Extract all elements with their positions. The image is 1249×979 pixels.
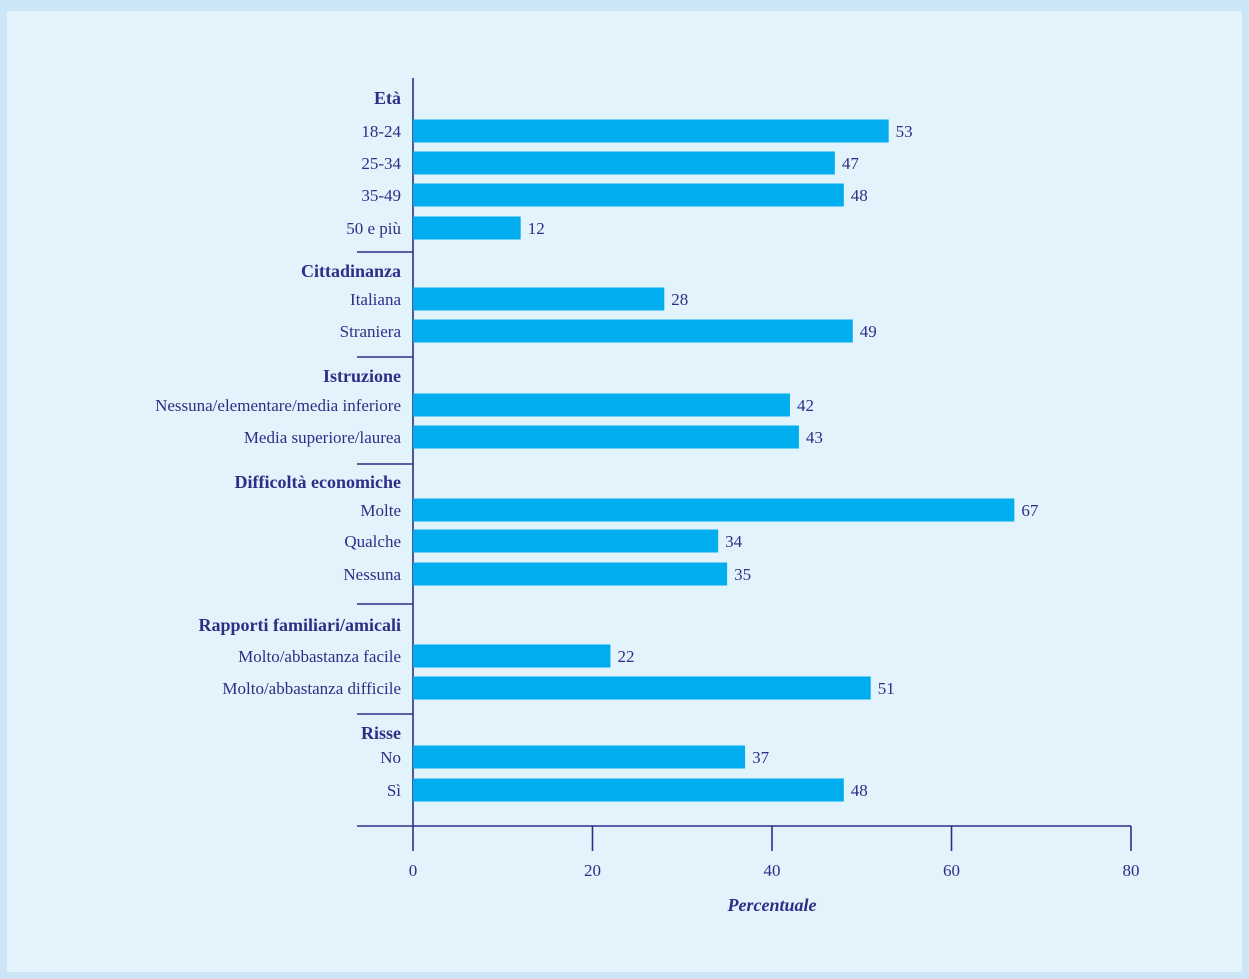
value-label-2-0: 42 bbox=[797, 396, 814, 415]
bar-0-1 bbox=[413, 151, 835, 175]
category-label-0-2: 35-49 bbox=[361, 186, 401, 205]
category-label-4-1: Molto/abbastanza difficile bbox=[222, 679, 401, 698]
category-label-1-1: Straniera bbox=[340, 322, 402, 341]
bar-5-1 bbox=[413, 778, 844, 802]
value-label-2-1: 43 bbox=[806, 428, 823, 447]
bar-3-0 bbox=[413, 498, 1015, 522]
category-label-3-2: Nessuna bbox=[343, 565, 401, 584]
category-label-1-0: Italiana bbox=[350, 290, 401, 309]
category-label-2-0: Nessuna/elementare/media inferiore bbox=[155, 396, 401, 415]
value-label-1-1: 49 bbox=[860, 322, 877, 341]
bar-0-0 bbox=[413, 119, 889, 143]
bar-5-0 bbox=[413, 745, 746, 769]
value-label-4-1: 51 bbox=[878, 679, 895, 698]
group-label-4: Rapporti familiari/amicali bbox=[199, 615, 401, 635]
value-label-1-0: 28 bbox=[671, 290, 688, 309]
group-label-1: Cittadinanza bbox=[301, 261, 401, 281]
group-label-0: Età bbox=[374, 88, 401, 108]
category-label-5-0: No bbox=[380, 748, 401, 767]
value-label-3-2: 35 bbox=[734, 565, 751, 584]
value-label-5-0: 37 bbox=[752, 748, 770, 767]
bar-2-0 bbox=[413, 393, 790, 417]
category-label-2-1: Media superiore/laurea bbox=[244, 428, 402, 447]
group-label-2: Istruzione bbox=[323, 366, 401, 386]
x-tick-label-80: 80 bbox=[1123, 861, 1140, 880]
bar-4-0 bbox=[413, 644, 611, 668]
value-label-0-2: 48 bbox=[851, 186, 868, 205]
value-label-5-1: 48 bbox=[851, 781, 868, 800]
value-label-0-0: 53 bbox=[896, 122, 913, 141]
category-label-0-3: 50 e più bbox=[346, 219, 401, 238]
category-label-3-0: Molte bbox=[360, 501, 401, 520]
category-label-3-1: Qualche bbox=[344, 532, 401, 551]
value-label-3-1: 34 bbox=[725, 532, 743, 551]
category-label-0-0: 18-24 bbox=[361, 122, 401, 141]
category-label-0-1: 25-34 bbox=[361, 154, 401, 173]
value-label-4-0: 22 bbox=[617, 647, 634, 666]
bar-1-1 bbox=[413, 319, 853, 343]
bar-3-1 bbox=[413, 529, 719, 553]
bar-0-2 bbox=[413, 183, 844, 207]
category-label-5-1: Sì bbox=[387, 781, 401, 800]
x-tick-label-60: 60 bbox=[943, 861, 960, 880]
x-tick-label-20: 20 bbox=[584, 861, 601, 880]
x-axis-title: Percentuale bbox=[727, 895, 817, 915]
x-tick-label-40: 40 bbox=[764, 861, 781, 880]
x-tick-label-0: 0 bbox=[409, 861, 418, 880]
bar-1-0 bbox=[413, 287, 665, 311]
bar-2-1 bbox=[413, 425, 799, 449]
category-label-4-0: Molto/abbastanza facile bbox=[238, 647, 401, 666]
bar-4-1 bbox=[413, 676, 871, 700]
value-label-0-1: 47 bbox=[842, 154, 860, 173]
bar-0-3 bbox=[413, 216, 521, 240]
group-label-5: Risse bbox=[361, 723, 401, 743]
value-label-3-0: 67 bbox=[1021, 501, 1038, 520]
group-label-3: Difficoltà economiche bbox=[235, 472, 401, 492]
bar-3-2 bbox=[413, 562, 728, 586]
value-label-0-3: 12 bbox=[528, 219, 545, 238]
